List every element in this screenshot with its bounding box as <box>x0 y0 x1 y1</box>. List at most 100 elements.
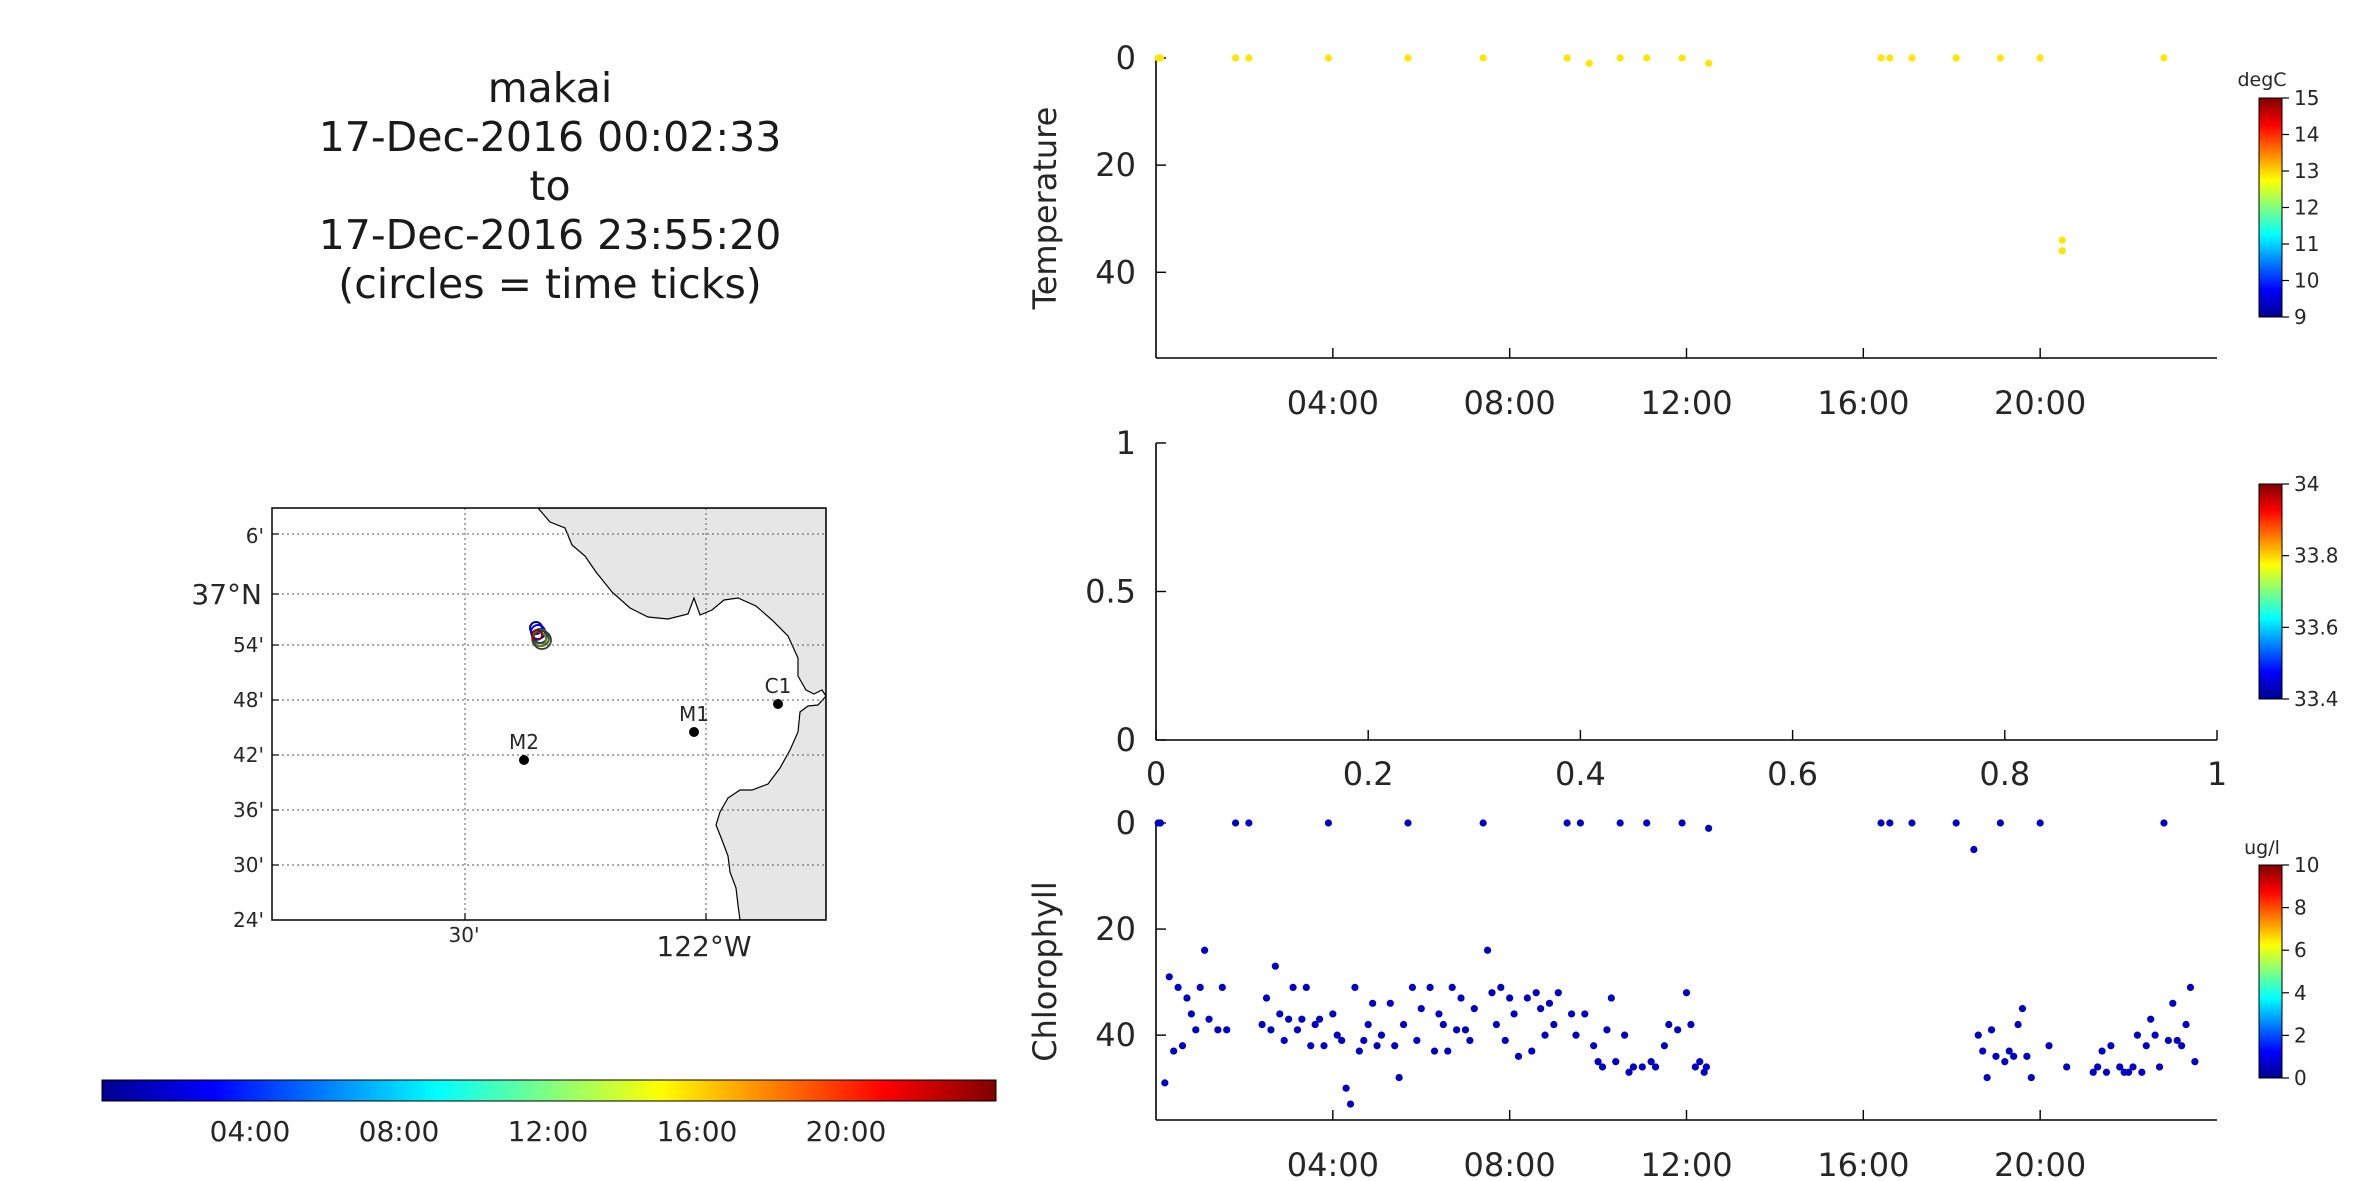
data-point <box>1267 1026 1275 1034</box>
data-point <box>1691 1063 1699 1071</box>
track-time-tick <box>532 630 552 650</box>
data-point <box>2169 999 2177 1007</box>
data-point <box>1616 819 1624 827</box>
data-point <box>2142 1042 2150 1050</box>
data-point <box>1453 1026 1461 1034</box>
data-point <box>1245 819 1253 827</box>
data-point <box>1974 1031 1982 1039</box>
data-point <box>1156 819 1165 827</box>
data-point <box>1705 824 1713 832</box>
data-point <box>1355 1047 1363 1055</box>
data-point <box>1979 1047 1987 1055</box>
data-point <box>1346 1100 1355 1108</box>
map-grid <box>272 508 826 920</box>
x-tick-label: 0 <box>1146 755 1166 793</box>
data-point <box>1178 1042 1187 1050</box>
data-point <box>2010 1052 2018 1060</box>
data-point <box>2116 1063 2124 1071</box>
y-tick-label: 1 <box>1116 424 1136 462</box>
title-note: (circles = time ticks) <box>338 260 762 308</box>
to-label: to <box>529 162 571 210</box>
data-point <box>1523 994 1531 1002</box>
data-point <box>1404 819 1412 827</box>
data-point <box>2155 1063 2164 1071</box>
x-tick-label: 16:00 <box>1817 1146 1909 1181</box>
data-point <box>1174 983 1182 992</box>
data-point <box>1280 1036 1288 1045</box>
data-point <box>1430 1047 1439 1055</box>
chlorophyll-colorbar-unit: ug/l <box>2244 837 2280 859</box>
data-point <box>1581 1010 1589 1018</box>
data-point <box>1262 994 1271 1002</box>
data-point <box>2027 1073 2035 1082</box>
lon-label-122w: 122°W <box>656 930 751 963</box>
x-tick-label: 04:00 <box>1287 384 1379 422</box>
data-point <box>1550 1020 1558 1029</box>
data-point <box>1702 1063 1710 1071</box>
data-point <box>1660 1042 1668 1050</box>
data-point <box>1307 1042 1315 1050</box>
data-point <box>2001 1058 2009 1066</box>
data-point <box>1514 1052 1523 1060</box>
data-point <box>1187 1010 1195 1018</box>
station-m1-marker <box>689 727 699 737</box>
colorbar-tick-label: 34 <box>2294 472 2319 496</box>
temperature-colorbar <box>2258 97 2283 318</box>
data-point <box>2160 54 2168 62</box>
data-point <box>2036 54 2044 62</box>
data-point <box>1466 1036 1474 1045</box>
data-point <box>1576 819 1584 827</box>
data-point <box>1678 54 1686 62</box>
data-point <box>1218 983 1226 992</box>
data-point <box>1324 54 1333 62</box>
data-point <box>1364 1020 1372 1029</box>
x-tick-label: 16:00 <box>1817 384 1909 422</box>
data-point <box>2094 1063 2102 1071</box>
station-m2-label: M2 <box>509 730 539 754</box>
data-point <box>1457 994 1465 1002</box>
data-point <box>1908 819 1916 827</box>
data-point <box>1996 819 2004 827</box>
salinity-panel: 0 0.5 1 0 0.2 0.4 0.6 0.8 1 <box>1085 424 2227 793</box>
data-point <box>2063 1063 2071 1071</box>
data-point <box>1231 819 1240 827</box>
vehicle-track <box>529 621 552 650</box>
lat-label-6: 6' <box>246 524 264 548</box>
data-point <box>1665 1020 1673 1029</box>
data-point <box>1501 1036 1509 1045</box>
data-point <box>1448 983 1456 992</box>
data-point <box>1563 54 1571 62</box>
data-point <box>1245 54 1253 62</box>
data-point <box>2018 1005 2027 1013</box>
lat-label-30: 30' <box>233 853 264 877</box>
y-tick-label: 0.5 <box>1085 573 1136 611</box>
data-point <box>1192 1026 1200 1034</box>
chlorophyll-colorbar <box>2258 864 2283 1079</box>
data-point <box>1404 54 1412 62</box>
data-point <box>1877 54 1885 62</box>
temperature-colorbar-ticks: 9 10 11 12 13 14 15 <box>2282 86 2319 329</box>
time-colorbar: 04:00 08:00 12:00 16:00 20:00 <box>101 1079 997 1148</box>
station-c1: C1 <box>765 674 791 709</box>
salinity-colorbar <box>2258 483 2283 700</box>
colorbar-tick-label: 13 <box>2294 159 2319 183</box>
data-point <box>1479 819 1487 827</box>
station-c1-marker <box>773 699 783 709</box>
data-point <box>1276 1010 1284 1018</box>
data-point <box>1952 54 1960 62</box>
data-point <box>1492 1020 1501 1029</box>
data-point <box>1377 1031 1386 1039</box>
time-colorbar-tick-2000: 20:00 <box>806 1115 887 1148</box>
data-point <box>1298 1015 1306 1023</box>
data-point <box>1183 994 1191 1002</box>
y-tick-label: 0 <box>1116 721 1136 759</box>
colorbar-tick-label: 8 <box>2294 896 2307 920</box>
data-point <box>1289 983 1297 992</box>
lat-label-24: 24' <box>233 908 264 932</box>
data-point <box>1369 999 1377 1007</box>
data-point <box>2045 1042 2053 1050</box>
data-point <box>1293 1026 1302 1034</box>
data-point <box>2098 1047 2106 1055</box>
data-point <box>1638 1063 1646 1071</box>
